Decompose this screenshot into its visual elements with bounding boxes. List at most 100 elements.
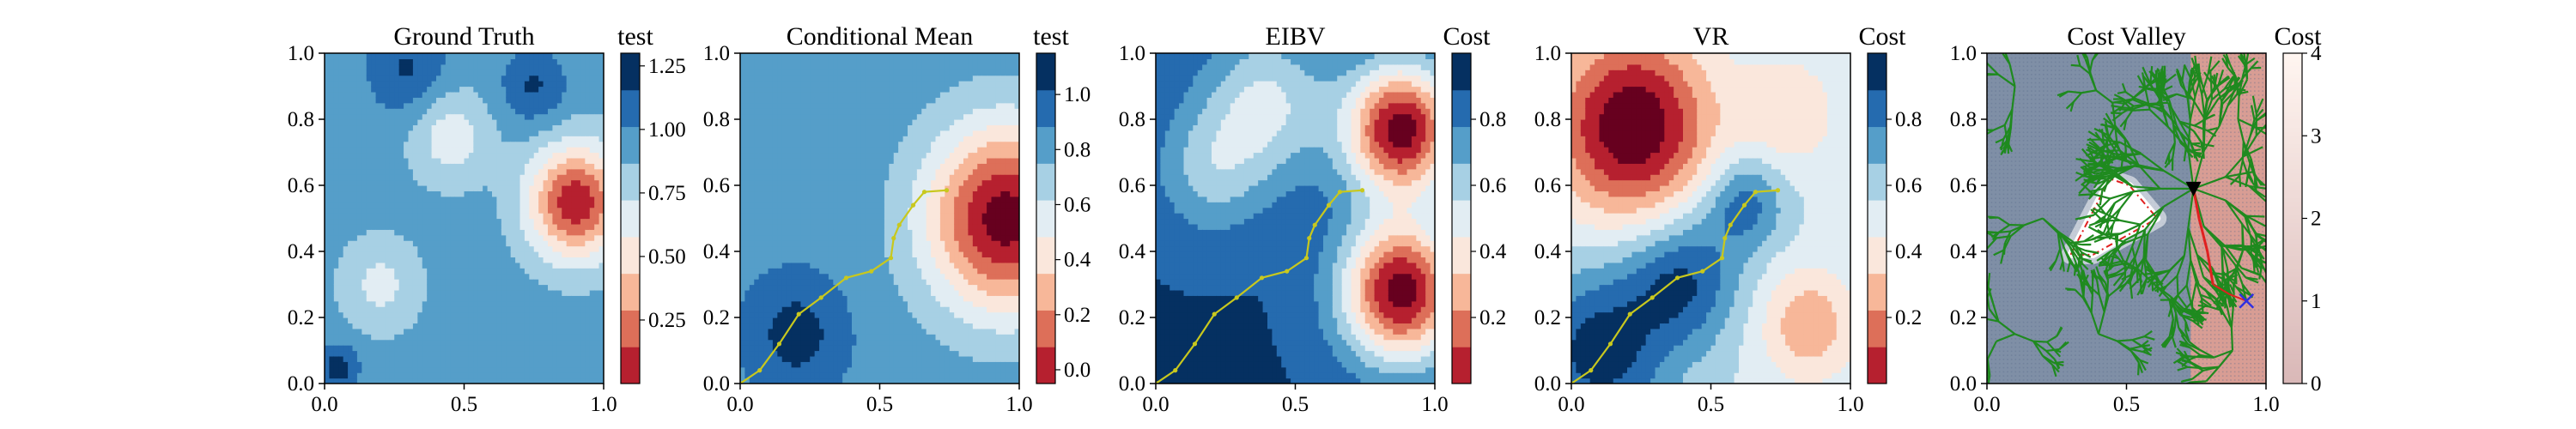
heatmap-cell [408, 289, 414, 296]
heatmap-cell [445, 86, 451, 93]
heatmap-cell [412, 69, 418, 76]
heatmap-cell [777, 75, 783, 82]
heatmap-cell [375, 372, 381, 379]
heatmap-cell [501, 317, 507, 324]
heatmap-cell [740, 240, 746, 247]
heatmap-cell [548, 75, 554, 82]
heatmap-cell [343, 102, 349, 109]
heatmap-cell [543, 257, 549, 263]
heatmap-cell [580, 124, 586, 131]
heatmap-cell [343, 113, 349, 120]
heatmap-cell [519, 251, 526, 258]
heatmap-cell [781, 223, 787, 230]
heatmap-cell [833, 202, 839, 208]
heatmap-cell [543, 81, 549, 88]
heatmap-cell [450, 251, 456, 258]
heatmap-cell [404, 185, 410, 192]
heatmap-cell [459, 63, 465, 70]
heatmap-cell [566, 311, 572, 318]
heatmap-cell [571, 289, 577, 296]
heatmap-cell [744, 345, 750, 352]
heatmap-cell [366, 345, 372, 352]
heatmap-cell [380, 328, 386, 335]
heatmap-cell [814, 196, 820, 202]
heatmap-cell [417, 229, 423, 236]
heatmap-cell [777, 157, 783, 164]
heatmap-cell [515, 229, 521, 236]
heatmap-cell [487, 345, 493, 352]
heatmap-cell [552, 163, 558, 170]
heatmap-cell [361, 124, 368, 131]
heatmap-cell [796, 284, 802, 291]
heatmap-cell [477, 152, 483, 159]
heatmap-cell [598, 311, 604, 318]
heatmap-cell [431, 328, 437, 335]
heatmap-cell [842, 223, 848, 230]
heatmap-cell [749, 311, 755, 318]
heatmap-cell [427, 207, 433, 214]
heatmap-cell [524, 295, 530, 302]
heatmap-cell [814, 86, 820, 93]
heatmap-cell [506, 328, 512, 335]
heatmap-cell [543, 152, 549, 159]
heatmap-cell [468, 361, 474, 368]
heatmap-cell [398, 141, 404, 148]
heatmap-cell [352, 339, 358, 346]
heatmap-cell [556, 273, 562, 280]
heatmap-cell [781, 295, 787, 302]
heatmap-cell [506, 136, 512, 142]
heatmap-cell [366, 268, 372, 275]
heatmap-cell [566, 268, 572, 275]
heatmap-cell [380, 130, 386, 136]
heatmap-cell [749, 328, 755, 335]
heatmap-cell [468, 240, 474, 247]
heatmap-cell [800, 147, 806, 154]
heatmap-cell [810, 334, 816, 341]
heatmap-cell [468, 306, 474, 313]
heatmap-cell [389, 257, 395, 263]
heatmap-cell [333, 378, 339, 384]
heatmap-cell [749, 273, 755, 280]
heatmap-cell [566, 295, 572, 302]
heatmap-cell [575, 328, 581, 335]
heatmap-cell [819, 58, 825, 65]
heatmap-cell [459, 185, 465, 192]
heatmap-cell [445, 119, 451, 126]
heatmap-cell [543, 323, 549, 329]
heatmap-cell [487, 202, 493, 208]
heatmap-cell [394, 141, 400, 148]
heatmap-cell [598, 81, 604, 88]
heatmap-cell [754, 223, 760, 230]
heatmap-cell [749, 97, 755, 104]
heatmap-cell [772, 69, 778, 76]
heatmap-cell [375, 141, 381, 148]
heatmap-cell [412, 185, 418, 192]
heatmap-cell [594, 311, 600, 318]
heatmap-cell [417, 273, 423, 280]
heatmap-cell [589, 300, 595, 307]
heatmap-cell [380, 268, 386, 275]
heatmap-cell [385, 240, 391, 247]
heatmap-cell [492, 223, 498, 230]
heatmap-cell [380, 113, 386, 120]
heatmap-cell [819, 136, 825, 142]
heatmap-cell [436, 345, 442, 352]
heatmap-cell [772, 306, 778, 313]
heatmap-cell [422, 163, 428, 170]
heatmap-cell [777, 174, 783, 181]
heatmap-cell [585, 334, 591, 341]
heatmap-cell [352, 273, 358, 280]
heatmap-cell [787, 157, 793, 164]
heatmap-cell [445, 245, 451, 252]
heatmap-cell [571, 113, 577, 120]
heatmap-cell [754, 102, 760, 109]
heatmap-cell [533, 86, 539, 93]
heatmap-cell [468, 300, 474, 307]
heatmap-cell [575, 334, 581, 341]
heatmap-cell [575, 245, 581, 252]
heatmap-cell [473, 97, 479, 104]
heatmap-cell [758, 119, 764, 126]
heatmap-cell [510, 295, 516, 302]
heatmap-cell [325, 86, 331, 93]
heatmap-cell [380, 378, 386, 384]
